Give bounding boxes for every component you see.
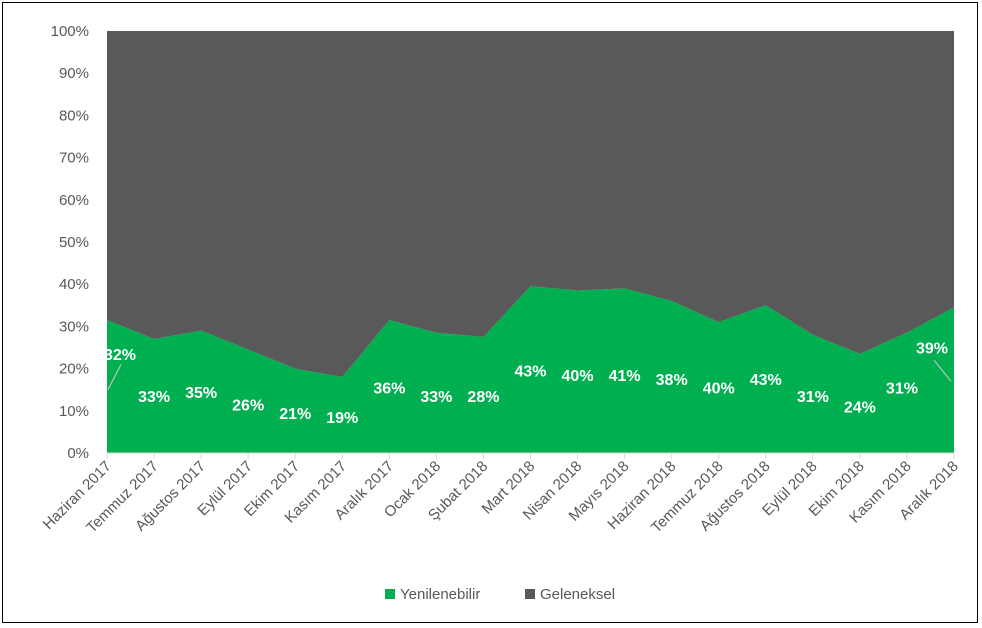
- data-label: 35%: [185, 385, 217, 402]
- data-labels: 32% 33% 35% 26% 21% 19% 36% 33% 28% 43% 40% 41% 38% 4…: [104, 341, 952, 427]
- y-tick-label: 70%: [59, 150, 89, 167]
- chart-areas: [107, 31, 954, 453]
- leader-line: [107, 364, 122, 390]
- y-tick-label: 50%: [59, 234, 89, 251]
- y-tick-label: 10%: [59, 403, 89, 420]
- y-axis-ticks: 0% 10% 20% 30% 40% 50% 60% 70% 80% 90% 100%: [51, 23, 89, 462]
- y-tick-label: 20%: [59, 361, 89, 378]
- legend-label: Yenilenebilir: [400, 586, 480, 603]
- data-label: 43%: [750, 372, 782, 389]
- chart-axes: [106, 452, 955, 459]
- data-label: 40%: [562, 368, 594, 385]
- data-label: 19%: [326, 410, 358, 427]
- area-series-1: [107, 286, 954, 453]
- y-tick-label: 100%: [51, 23, 89, 40]
- data-label: 32%: [104, 347, 136, 364]
- data-label: 21%: [279, 406, 311, 423]
- data-label: 28%: [467, 389, 499, 406]
- y-tick-label: 40%: [59, 276, 89, 293]
- data-label: 36%: [373, 381, 405, 398]
- data-label: 38%: [656, 372, 688, 389]
- data-label: 31%: [886, 381, 918, 398]
- legend-label: Geleneksel: [540, 586, 615, 603]
- legend-swatch: [385, 589, 395, 599]
- y-tick-label: 30%: [59, 318, 89, 335]
- y-tick-label: 90%: [59, 65, 89, 82]
- leader-line: [933, 359, 952, 382]
- y-tick-label: 60%: [59, 192, 89, 209]
- y-tick-label: 80%: [59, 107, 89, 124]
- data-label: 33%: [420, 389, 452, 406]
- data-label: 41%: [609, 368, 641, 385]
- data-label: 43%: [514, 364, 546, 381]
- legend: Yenilenebilir Geleneksel: [385, 586, 615, 603]
- y-tick-label: 0%: [67, 445, 89, 462]
- legend-swatch: [525, 589, 535, 599]
- data-label: 33%: [138, 389, 170, 406]
- area-series-2: [107, 31, 954, 378]
- data-label: 39%: [916, 341, 948, 358]
- data-label: 26%: [232, 397, 264, 414]
- data-label: 31%: [797, 389, 829, 406]
- data-label: 24%: [844, 400, 876, 417]
- data-label: 40%: [703, 381, 735, 398]
